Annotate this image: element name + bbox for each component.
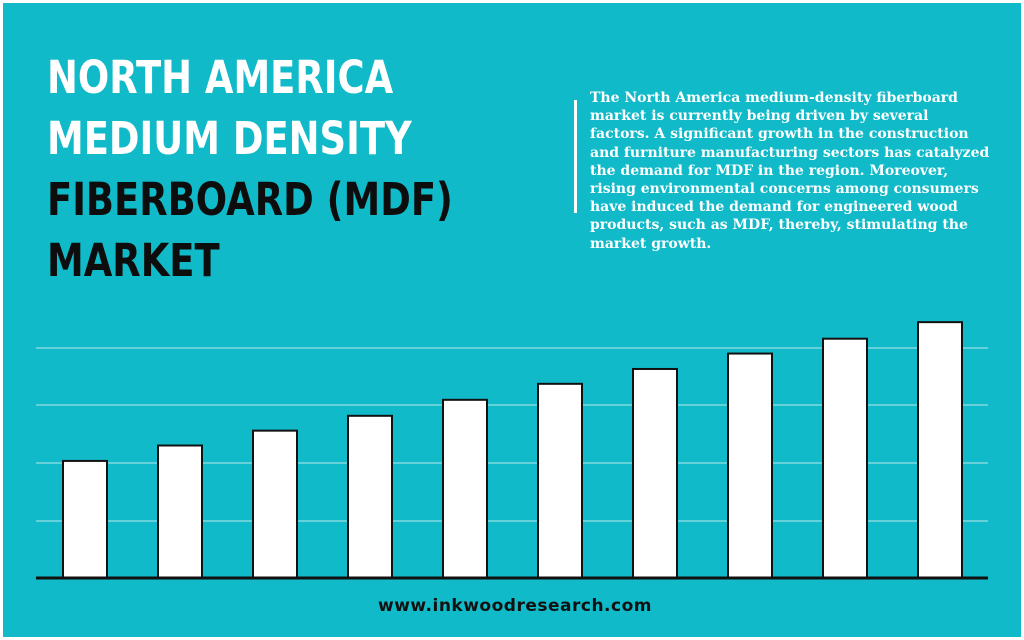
- description-divider: [574, 100, 577, 213]
- bar-3: [252, 429, 298, 579]
- title-line-1: NORTH AMERICA: [47, 51, 394, 104]
- bar-9: [822, 337, 868, 579]
- page-title: NORTH AMERICA MEDIUM DENSITY FIBERBOARD …: [47, 47, 453, 291]
- market-description: The North America medium-density fiberbo…: [590, 90, 990, 252]
- bar-chart: [36, 321, 988, 580]
- bar-7: [632, 367, 678, 579]
- bar-2: [157, 444, 203, 579]
- bar-6: [537, 382, 583, 580]
- bar-4: [347, 414, 393, 579]
- bar-1: [62, 459, 108, 579]
- title-line-4: MARKET: [47, 234, 220, 287]
- website-url[interactable]: www.inkwoodresearch.com: [378, 596, 652, 616]
- title-line-3: FIBERBOARD (MDF): [47, 173, 453, 226]
- bar-8: [727, 352, 773, 580]
- title-line-2: MEDIUM DENSITY: [47, 112, 412, 165]
- bar-5: [442, 398, 488, 579]
- bar-10: [917, 321, 963, 579]
